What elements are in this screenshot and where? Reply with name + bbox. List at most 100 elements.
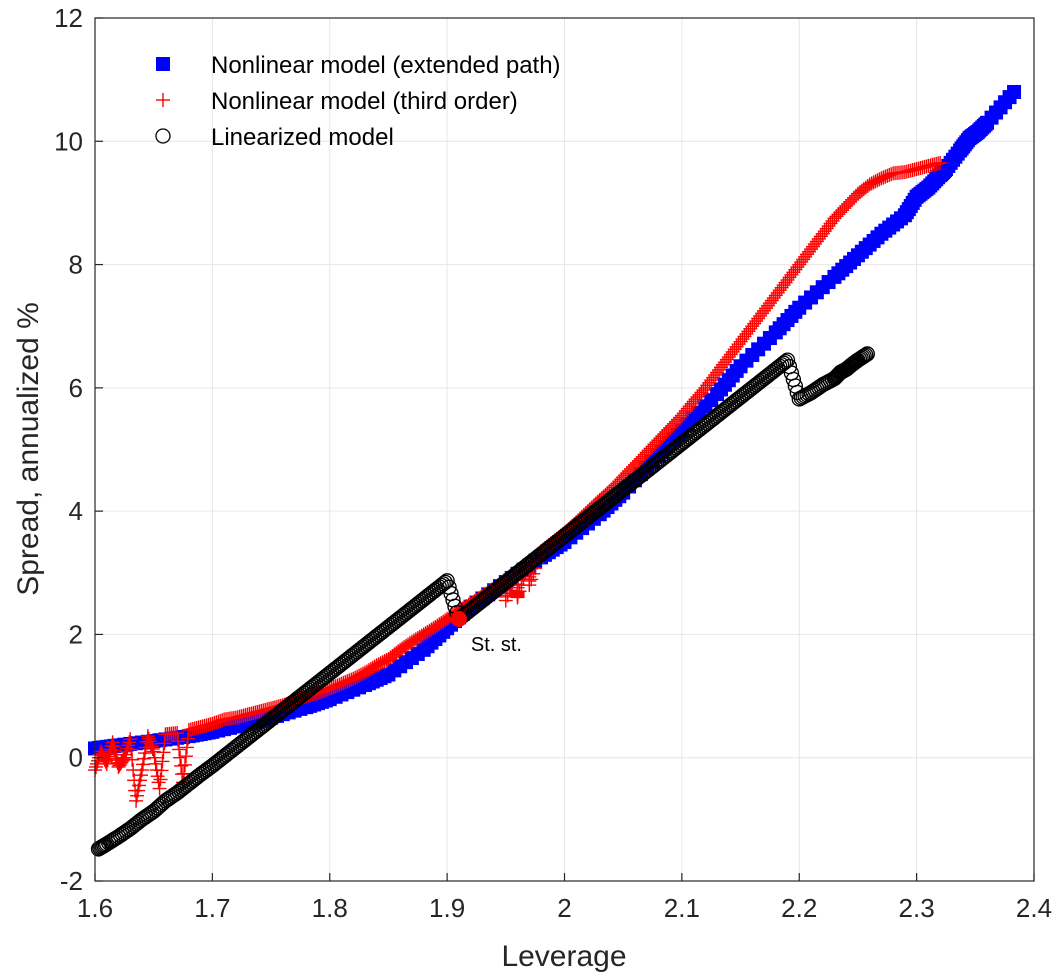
data-point-fill [656, 449, 672, 465]
data-point-fill [654, 451, 670, 467]
data-point-fill [388, 613, 404, 629]
data-point [181, 775, 197, 792]
legend-entry-label: Linearized model [211, 124, 394, 151]
data-point-fill [703, 412, 719, 428]
data-series [88, 84, 1022, 857]
data-point-fill [210, 753, 226, 769]
data-point-fill [306, 677, 322, 694]
data-point-fill [764, 364, 780, 381]
data-point [921, 180, 936, 195]
data-point [756, 370, 772, 387]
data-point-fill [613, 483, 629, 499]
data-point-fill [122, 735, 137, 750]
data-point-fill [279, 699, 295, 715]
data-point-fill [460, 603, 477, 619]
data-point-fill [398, 605, 414, 621]
data-point-fill [353, 640, 369, 657]
data-point-fill [682, 429, 698, 445]
data-point-fill [412, 629, 427, 644]
data-point-fill [339, 651, 356, 668]
data-point-fill [594, 498, 610, 515]
data-point-fill [316, 670, 332, 686]
data-point-fill [343, 648, 359, 664]
data-point-fill [476, 591, 492, 607]
data-point [850, 186, 865, 201]
data-point [252, 704, 267, 719]
data-point-fill [621, 477, 637, 493]
data-point-fill [365, 660, 380, 675]
data-point [192, 766, 209, 783]
data-point-fill [208, 754, 224, 771]
legend-entry-label: Nonlinear model (third order) [211, 88, 518, 115]
data-point-fill [401, 637, 415, 652]
data-point-fill [356, 666, 371, 681]
data-point [674, 435, 690, 451]
data-point-fill [178, 749, 193, 764]
data-point-fill [376, 622, 393, 638]
data-point [744, 380, 760, 396]
data-point-fill [601, 492, 618, 509]
data-point-fill [187, 771, 203, 787]
data-point-fill [637, 464, 653, 481]
data-point-fill [327, 660, 344, 677]
data-point-fill [678, 432, 694, 448]
data-point-fill [711, 406, 727, 422]
data-point [792, 257, 807, 272]
data-point-fill [419, 588, 436, 604]
data-point-fill [348, 670, 363, 685]
data-point-fill [124, 742, 139, 757]
data-point-fill [882, 167, 897, 182]
data-point-fill [693, 420, 710, 436]
data-point-fill [296, 685, 312, 701]
x-tick-label: 2.4 [1016, 893, 1052, 923]
data-point-fill [672, 437, 688, 453]
data-point-fill [878, 169, 893, 184]
data-point-fill [124, 819, 140, 835]
data-point-fill [177, 779, 193, 795]
data-point [122, 820, 138, 837]
data-point-fill [562, 523, 579, 539]
data-point-fill [320, 667, 336, 683]
data-point-fill [519, 557, 535, 573]
data-point-fill [324, 664, 340, 680]
data-point-fill [354, 667, 369, 682]
data-point [263, 711, 279, 728]
data-point-fill [215, 713, 230, 728]
data-point-fill [629, 471, 645, 487]
data-point-fill [727, 394, 743, 410]
data-point-fill [349, 644, 365, 660]
data-point-fill [619, 478, 635, 495]
data-point [933, 155, 948, 170]
data-point-fill [468, 597, 485, 613]
data-point-fill [425, 583, 442, 600]
data-point-fill [554, 529, 571, 545]
data-point [404, 600, 420, 617]
data-point-fill [713, 404, 729, 421]
data-point [193, 719, 208, 734]
data-point-fill [232, 736, 248, 752]
data-point-fill [707, 409, 723, 425]
data-point-fill [375, 655, 390, 670]
data-point-fill [377, 654, 392, 669]
data-point-fill [746, 378, 762, 394]
data-point-fill [868, 174, 883, 189]
data-point-fill [269, 707, 285, 723]
data-point [580, 509, 596, 525]
x-axis-label: Leverage [501, 940, 626, 973]
data-point-fill [482, 586, 498, 603]
data-point [158, 727, 173, 742]
data-point [568, 518, 584, 535]
data-point-fill [320, 682, 335, 697]
data-point-fill [128, 816, 144, 832]
data-point-fill [492, 579, 508, 595]
legend-marker [156, 57, 170, 71]
data-point-fill [294, 687, 311, 703]
data-point-fill [640, 461, 657, 478]
data-point-fill [237, 731, 254, 748]
data-point [322, 681, 337, 696]
data-point-fill [525, 552, 541, 569]
data-point [427, 582, 444, 598]
data-point-fill [330, 678, 345, 693]
data-point-fill [488, 582, 504, 598]
data-point-fill [595, 497, 612, 513]
